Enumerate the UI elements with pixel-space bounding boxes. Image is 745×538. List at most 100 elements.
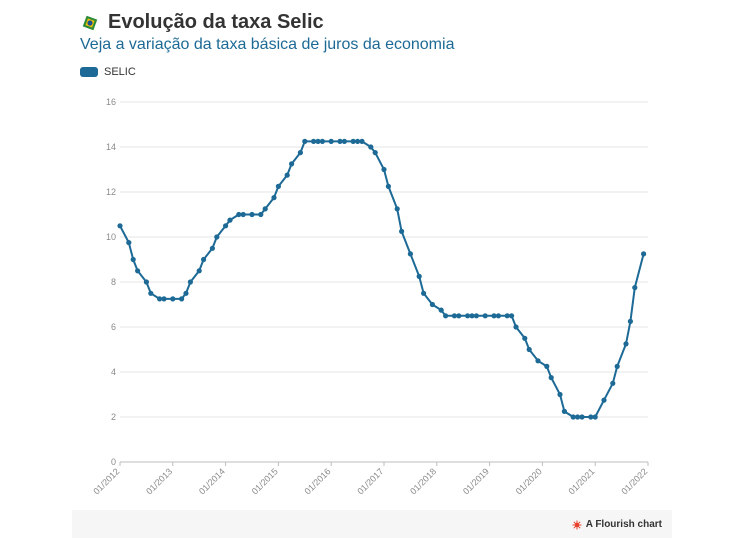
x-tick-label: 01/2013 [144,466,174,496]
brazil-flag-icon [82,15,98,30]
data-point [117,223,123,229]
data-point [223,223,229,229]
data-point [641,251,647,257]
legend-swatch-selic [80,67,98,77]
x-tick-label: 01/2019 [461,466,491,496]
y-tick-label: 10 [106,232,116,242]
data-point [407,251,413,257]
data-point [236,211,242,218]
x-tick-label: 01/2021 [567,466,597,496]
data-point [359,138,365,144]
data-point [249,211,255,218]
data-point [570,414,576,420]
data-point [201,256,207,263]
data-point [465,313,471,319]
data-point [601,397,607,403]
data-point [328,138,334,144]
y-tick-label: 6 [111,322,116,332]
title-row: Evolução da taxa Selic [80,11,324,34]
data-point [302,138,308,144]
data-point [240,211,246,218]
data-point [610,380,616,386]
data-point [355,138,361,144]
data-point [443,313,449,319]
data-point [399,228,405,234]
data-point [614,363,620,369]
data-point [482,313,488,319]
data-point [209,245,215,251]
data-point [522,335,528,341]
data-point [170,296,176,302]
data-point [623,341,629,347]
data-point [416,273,422,279]
flourish-credit-text: A Flourish chart [585,519,662,530]
data-point [350,138,356,144]
data-point [196,268,202,274]
data-point [161,296,167,302]
data-point [262,206,268,212]
data-point [214,234,220,240]
data-point [394,206,400,212]
data-point [157,296,163,302]
data-point [368,144,374,150]
legend[interactable]: SELIC [80,66,136,78]
data-point [148,290,154,296]
data-point [187,279,193,285]
data-point [491,313,497,319]
data-point [271,195,277,201]
chart-title: Evolução da taxa Selic [108,11,324,33]
data-point [135,268,141,274]
data-point [258,211,264,218]
data-point [297,150,303,156]
chart-panel [72,0,672,538]
y-tick-label: 12 [106,187,116,197]
flourish-logo-icon [572,520,582,529]
data-point [548,375,554,381]
data-point [469,313,475,319]
data-point [130,256,136,263]
chart-subtitle: Veja a variação da taxa básica de juros … [80,36,455,53]
footer-bar: A Flourish chart [72,510,672,538]
data-point [592,414,598,420]
data-point [183,290,189,296]
data-point [275,183,281,189]
x-tick-label: 01/2016 [303,466,333,496]
x-tick-label: 01/2017 [355,466,385,496]
x-tick-label: 01/2022 [619,466,649,496]
x-tick-label: 01/2014 [197,466,227,496]
data-point [319,138,325,144]
y-tick-label: 14 [106,142,116,152]
data-point [337,138,343,144]
data-point [473,313,479,319]
data-point [438,307,444,313]
x-tick-label: 01/2012 [91,466,121,496]
data-point [451,313,457,319]
data-point [627,318,634,324]
y-tick-label: 16 [106,97,116,107]
x-tick-label: 01/2015 [250,466,280,496]
data-point [143,279,149,285]
data-point [456,313,462,319]
data-point [575,414,581,420]
data-point [372,150,378,156]
data-point [544,363,550,369]
data-point [311,138,317,144]
data-point [421,290,427,296]
data-point [341,138,347,144]
data-point [289,161,295,167]
data-point [632,285,638,291]
y-tick-label: 2 [111,412,116,422]
x-tick-label: 01/2018 [408,466,438,496]
data-point [495,313,501,319]
data-point [315,138,321,144]
legend-label-selic: SELIC [104,66,136,78]
data-point [509,313,515,319]
data-point [126,240,132,246]
flourish-credit-link[interactable]: A Flourish chart [572,519,662,530]
data-point [227,217,233,223]
data-point [284,172,290,178]
data-point [179,296,185,302]
data-point [557,391,563,398]
y-tick-label: 4 [111,367,116,377]
